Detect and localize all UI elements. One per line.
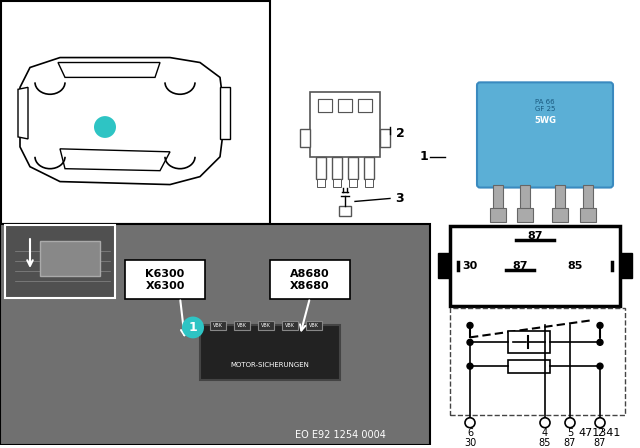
Text: VBK: VBK bbox=[237, 323, 247, 328]
Bar bbox=[339, 207, 351, 216]
Circle shape bbox=[467, 363, 473, 369]
Bar bbox=[438, 253, 450, 278]
Polygon shape bbox=[18, 87, 28, 139]
Text: VBK: VBK bbox=[309, 323, 319, 328]
Text: 85: 85 bbox=[567, 261, 582, 271]
Text: 30: 30 bbox=[462, 261, 477, 271]
Bar bbox=[338, 99, 352, 112]
Bar bbox=[450, 226, 620, 306]
Text: VBK: VBK bbox=[285, 323, 295, 328]
Bar bbox=[348, 157, 358, 179]
Bar bbox=[555, 185, 565, 209]
Bar bbox=[490, 208, 506, 222]
Bar bbox=[517, 208, 533, 222]
Bar bbox=[583, 185, 593, 209]
Bar bbox=[552, 208, 568, 222]
Bar bbox=[306, 320, 322, 331]
Text: 2: 2 bbox=[396, 128, 404, 141]
Text: A8680
X8680: A8680 X8680 bbox=[290, 269, 330, 291]
Polygon shape bbox=[58, 63, 160, 78]
Text: 87: 87 bbox=[594, 438, 606, 448]
Circle shape bbox=[597, 339, 603, 345]
Bar bbox=[338, 99, 352, 112]
Bar bbox=[358, 99, 372, 112]
Polygon shape bbox=[520, 336, 528, 348]
Text: 1: 1 bbox=[189, 321, 197, 334]
FancyBboxPatch shape bbox=[125, 260, 205, 299]
Bar bbox=[282, 320, 298, 331]
Text: 87: 87 bbox=[512, 261, 528, 271]
Bar bbox=[365, 179, 373, 186]
Text: VBK: VBK bbox=[261, 323, 271, 328]
Bar bbox=[5, 225, 115, 297]
Circle shape bbox=[595, 418, 605, 428]
Bar bbox=[234, 320, 250, 331]
Text: 4: 4 bbox=[542, 428, 548, 438]
Bar bbox=[450, 308, 625, 415]
Bar bbox=[508, 360, 550, 373]
Bar bbox=[310, 92, 380, 157]
Circle shape bbox=[467, 323, 473, 328]
Text: MOTOR-SICHERUNGEN: MOTOR-SICHERUNGEN bbox=[230, 362, 309, 368]
Bar bbox=[40, 241, 100, 276]
Circle shape bbox=[467, 339, 473, 345]
Bar bbox=[210, 320, 226, 331]
Text: 1: 1 bbox=[100, 121, 109, 134]
Circle shape bbox=[540, 418, 550, 428]
Bar bbox=[508, 332, 550, 353]
Circle shape bbox=[565, 418, 575, 428]
Text: 3: 3 bbox=[396, 192, 404, 205]
Bar bbox=[349, 179, 357, 186]
Polygon shape bbox=[60, 149, 170, 171]
Bar bbox=[520, 185, 530, 209]
Bar bbox=[317, 179, 325, 186]
Circle shape bbox=[465, 418, 475, 428]
Text: 1: 1 bbox=[419, 150, 428, 163]
Text: 5: 5 bbox=[567, 428, 573, 438]
Text: 5WG: 5WG bbox=[534, 116, 556, 125]
FancyBboxPatch shape bbox=[270, 260, 350, 299]
Text: PA 66
GF 25: PA 66 GF 25 bbox=[535, 99, 555, 112]
Circle shape bbox=[597, 323, 603, 328]
Bar bbox=[358, 99, 372, 112]
Polygon shape bbox=[220, 87, 230, 139]
Circle shape bbox=[182, 317, 204, 338]
Text: K6300
X6300: K6300 X6300 bbox=[145, 269, 185, 291]
Text: 87: 87 bbox=[527, 231, 543, 241]
Bar bbox=[258, 320, 274, 331]
Bar bbox=[333, 179, 341, 186]
Bar bbox=[364, 157, 374, 179]
Bar bbox=[493, 185, 503, 209]
Text: 30: 30 bbox=[464, 438, 476, 448]
Bar bbox=[200, 325, 340, 380]
Circle shape bbox=[94, 116, 116, 138]
Bar bbox=[1, 1, 270, 224]
Text: 85: 85 bbox=[539, 438, 551, 448]
FancyBboxPatch shape bbox=[477, 82, 613, 188]
Text: 2: 2 bbox=[597, 428, 603, 438]
Bar bbox=[1, 225, 429, 444]
Circle shape bbox=[597, 363, 603, 369]
Text: 6: 6 bbox=[467, 428, 473, 438]
Text: EO E92 1254 0004: EO E92 1254 0004 bbox=[294, 430, 385, 439]
Bar bbox=[300, 129, 310, 147]
Polygon shape bbox=[20, 57, 225, 185]
Bar bbox=[318, 99, 332, 112]
Text: 87: 87 bbox=[564, 438, 576, 448]
Bar bbox=[318, 99, 332, 112]
Bar bbox=[380, 129, 390, 147]
Text: 471341: 471341 bbox=[579, 428, 621, 438]
Bar bbox=[316, 157, 326, 179]
Bar bbox=[580, 208, 596, 222]
Bar bbox=[0, 224, 430, 444]
Text: VBK: VBK bbox=[213, 323, 223, 328]
Bar bbox=[620, 253, 632, 278]
Bar bbox=[332, 157, 342, 179]
